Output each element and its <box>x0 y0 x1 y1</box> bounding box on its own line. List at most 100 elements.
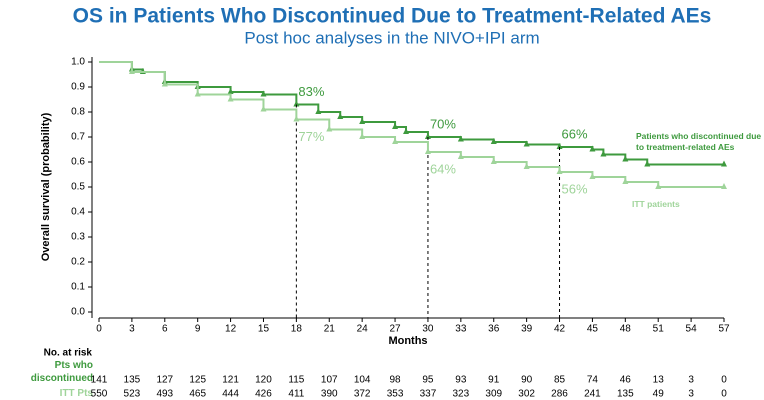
y-tick-label: 0.9 <box>71 82 85 93</box>
censor-mark <box>589 173 596 179</box>
censor-mark <box>589 145 596 152</box>
x-tick-label: 21 <box>324 324 336 335</box>
censor-mark <box>392 138 399 144</box>
censor-mark <box>227 88 234 94</box>
risk-count: 121 <box>222 375 239 386</box>
censor-mark <box>490 138 497 144</box>
risk-count: 46 <box>620 375 632 386</box>
censor-mark <box>721 160 727 167</box>
x-tick-label: 24 <box>357 324 369 335</box>
survival-curve <box>99 61 724 188</box>
x-tick-label: 30 <box>422 324 434 335</box>
censor-mark <box>359 118 366 124</box>
x-tick-label: 33 <box>455 324 467 335</box>
risk-count: 0 <box>721 375 727 386</box>
risk-count: 91 <box>488 375 500 386</box>
censor-mark <box>523 163 530 169</box>
x-tick-label: 36 <box>488 324 500 335</box>
censor-mark <box>644 160 651 167</box>
y-tick-label: 0.1 <box>71 282 85 293</box>
risk-count: 493 <box>156 389 173 400</box>
risk-count: 107 <box>321 375 338 386</box>
risk-count: 115 <box>288 375 304 386</box>
risk-count: 353 <box>387 389 404 400</box>
censor-mark <box>293 115 300 122</box>
legend-entry: Patients who discontinued due to treatme… <box>636 131 762 152</box>
risk-count: 0 <box>721 389 727 400</box>
risk-count: 90 <box>521 375 533 386</box>
risk-count: 127 <box>156 375 173 386</box>
risk-count: 302 <box>518 389 535 400</box>
risk-count: 104 <box>354 375 371 386</box>
x-tick-label: 15 <box>258 324 270 335</box>
censor-mark <box>556 143 563 149</box>
risk-count: 3 <box>688 389 694 400</box>
risk-count: 465 <box>189 389 206 400</box>
censor-mark <box>293 100 300 107</box>
chart-title: OS in Patients Who Discontinued Due to T… <box>73 5 712 28</box>
y-tick-label: 0.5 <box>71 182 85 193</box>
x-tick-label: 42 <box>554 324 566 335</box>
censor-mark <box>403 128 410 134</box>
legend-label: Patients who discontinued due to treatme… <box>636 131 762 152</box>
censor-mark <box>260 90 267 97</box>
censor-mark <box>655 183 662 189</box>
censor-mark <box>721 183 727 189</box>
risk-count: 372 <box>354 389 371 400</box>
x-tick-label: 18 <box>291 324 303 335</box>
censor-mark <box>622 155 629 162</box>
risk-count: 444 <box>222 389 239 400</box>
risk-row-label: ITT Pts <box>59 388 93 399</box>
risk-count: 241 <box>584 389 601 400</box>
censor-mark <box>392 123 399 129</box>
censor-mark <box>161 80 168 87</box>
risk-count: 135 <box>124 375 141 386</box>
censor-mark <box>523 140 530 147</box>
risk-count: 74 <box>587 375 599 386</box>
risk-count: 550 <box>91 389 108 400</box>
risk-count: 411 <box>288 389 304 400</box>
censor-mark <box>315 108 322 114</box>
censor-mark <box>490 158 497 164</box>
x-tick-label: 9 <box>195 324 201 335</box>
risk-count: 85 <box>554 375 566 386</box>
x-tick-label: 54 <box>686 324 698 335</box>
x-tick-label: 57 <box>718 324 730 335</box>
censor-mark <box>359 133 366 139</box>
x-tick-label: 48 <box>620 324 632 335</box>
censor-mark <box>424 148 431 154</box>
annotation: 77% <box>298 129 324 144</box>
y-tick-label: 1.0 <box>71 57 85 68</box>
x-tick-label: 0 <box>96 324 102 335</box>
censor-mark <box>128 68 135 74</box>
risk-count: 93 <box>455 375 467 386</box>
y-tick-label: 0.6 <box>71 157 85 168</box>
y-tick-label: 0.3 <box>71 232 85 243</box>
risk-count: 13 <box>653 375 665 386</box>
x-tick-label: 51 <box>653 324 665 335</box>
y-tick-label: 0.8 <box>71 107 85 118</box>
legend-label: ITT patients <box>632 199 680 209</box>
censor-mark <box>600 150 607 157</box>
risk-row-label: Pts who discontinued <box>30 360 93 384</box>
risk-row-label-text: Pts who discontinued <box>30 360 93 384</box>
censor-mark <box>326 125 333 132</box>
censor-mark <box>622 178 629 184</box>
censor-mark <box>194 90 201 97</box>
x-tick-label: 6 <box>162 324 168 335</box>
censor-mark <box>424 133 431 139</box>
risk-count: 523 <box>124 389 141 400</box>
risk-count: 125 <box>189 375 206 386</box>
censor-mark <box>227 95 234 102</box>
survival-curve <box>99 61 724 166</box>
censor-mark <box>556 168 563 174</box>
annotation: 83% <box>298 84 324 99</box>
censor-mark <box>337 113 344 119</box>
censor-mark <box>457 153 464 159</box>
x-tick-label: 12 <box>225 324 237 335</box>
risk-row-label-text: ITT Pts <box>59 388 93 399</box>
annotation: 70% <box>430 116 456 131</box>
y-tick-label: 0.7 <box>71 132 85 143</box>
risk-count: 98 <box>389 375 401 386</box>
